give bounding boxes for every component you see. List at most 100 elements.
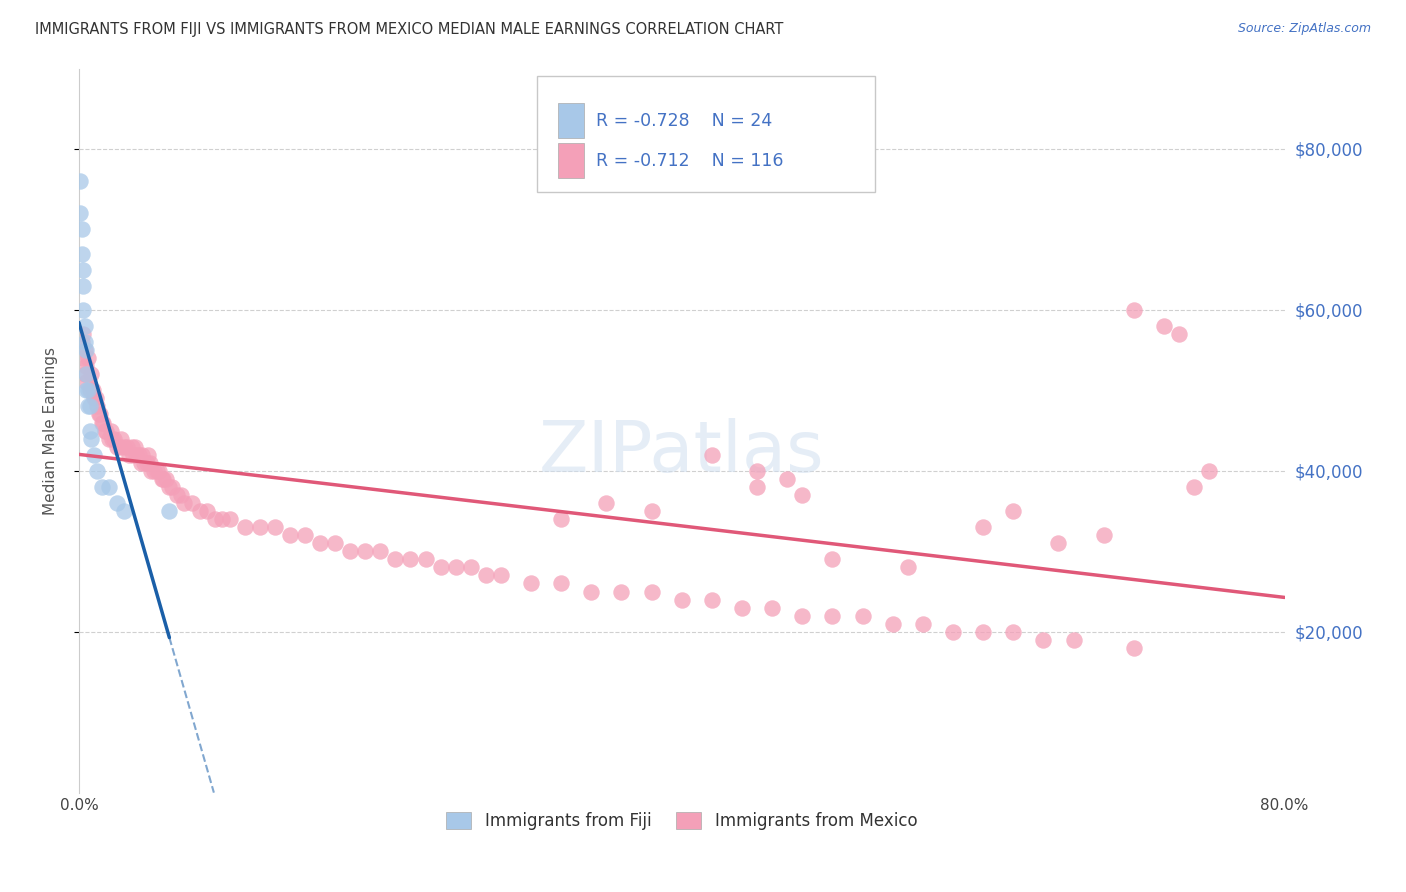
Point <box>640 504 662 518</box>
Point <box>148 464 170 478</box>
Point <box>89 408 111 422</box>
Point <box>233 520 256 534</box>
Point <box>550 512 572 526</box>
Point <box>1198 464 1220 478</box>
Point <box>263 520 285 534</box>
Point <box>550 576 572 591</box>
Point <box>79 384 101 398</box>
Point <box>897 560 920 574</box>
Point <box>489 568 512 582</box>
Point <box>249 520 271 534</box>
Point <box>105 496 128 510</box>
Point <box>700 592 723 607</box>
Point <box>384 552 406 566</box>
Point <box>105 440 128 454</box>
Point <box>118 448 141 462</box>
Point <box>87 408 110 422</box>
Point <box>73 318 96 333</box>
Legend: Immigrants from Fiji, Immigrants from Mexico: Immigrants from Fiji, Immigrants from Me… <box>441 807 922 835</box>
Point <box>1063 632 1085 647</box>
Point <box>1002 624 1025 639</box>
Point <box>700 448 723 462</box>
Point <box>129 456 152 470</box>
Point <box>415 552 437 566</box>
Point <box>77 351 100 366</box>
Point <box>595 496 617 510</box>
Point <box>204 512 226 526</box>
Point <box>101 432 124 446</box>
Point <box>181 496 204 510</box>
Point <box>112 504 135 518</box>
Text: Source: ZipAtlas.com: Source: ZipAtlas.com <box>1237 22 1371 36</box>
Point <box>339 544 361 558</box>
Point <box>69 206 91 220</box>
Point <box>80 368 103 382</box>
Point <box>157 480 180 494</box>
Point <box>112 440 135 454</box>
Point <box>152 472 174 486</box>
Point <box>640 584 662 599</box>
Point <box>83 392 105 406</box>
Text: IMMIGRANTS FROM FIJI VS IMMIGRANTS FROM MEXICO MEDIAN MALE EARNINGS CORRELATION : IMMIGRANTS FROM FIJI VS IMMIGRANTS FROM … <box>35 22 783 37</box>
Point <box>73 343 96 358</box>
Point <box>792 488 814 502</box>
Point <box>882 616 904 631</box>
Point <box>128 448 150 462</box>
Point <box>211 512 233 526</box>
Point <box>139 456 162 470</box>
Point <box>851 608 873 623</box>
Point <box>1047 536 1070 550</box>
Point <box>79 400 101 414</box>
Point <box>103 432 125 446</box>
Point <box>76 376 98 390</box>
Point <box>132 456 155 470</box>
Point <box>94 424 117 438</box>
Point <box>581 584 603 599</box>
Point <box>72 326 94 341</box>
Point <box>195 504 218 518</box>
Point <box>1002 504 1025 518</box>
Y-axis label: Median Male Earnings: Median Male Earnings <box>44 347 58 515</box>
Point <box>157 504 180 518</box>
Point <box>444 560 467 574</box>
Point <box>162 480 184 494</box>
Point <box>972 624 994 639</box>
Point <box>218 512 240 526</box>
Point <box>146 464 169 478</box>
Point <box>80 432 103 446</box>
Text: R = -0.728    N = 24: R = -0.728 N = 24 <box>596 112 772 129</box>
Point <box>69 174 91 188</box>
Point <box>100 424 122 438</box>
Point <box>745 480 768 494</box>
Point <box>90 480 112 494</box>
Point <box>671 592 693 607</box>
Point <box>942 624 965 639</box>
Point <box>136 448 159 462</box>
Point <box>170 488 193 502</box>
Point <box>70 222 93 236</box>
Point <box>354 544 377 558</box>
Point <box>73 368 96 382</box>
Text: ZIPatlas: ZIPatlas <box>538 417 824 487</box>
Point <box>135 456 157 470</box>
FancyBboxPatch shape <box>558 144 583 178</box>
Point <box>86 400 108 414</box>
Point <box>72 351 94 366</box>
Point <box>110 432 132 446</box>
Point <box>1032 632 1054 647</box>
Point <box>911 616 934 631</box>
Point <box>98 480 121 494</box>
Point <box>76 384 98 398</box>
Point <box>143 464 166 478</box>
Point <box>1182 480 1205 494</box>
Point <box>155 472 177 486</box>
Point <box>821 552 844 566</box>
Point <box>84 392 107 406</box>
Point <box>309 536 332 550</box>
Point <box>278 528 301 542</box>
Point <box>745 464 768 478</box>
Point <box>86 464 108 478</box>
Point <box>1122 640 1144 655</box>
Point <box>188 504 211 518</box>
Point <box>1092 528 1115 542</box>
